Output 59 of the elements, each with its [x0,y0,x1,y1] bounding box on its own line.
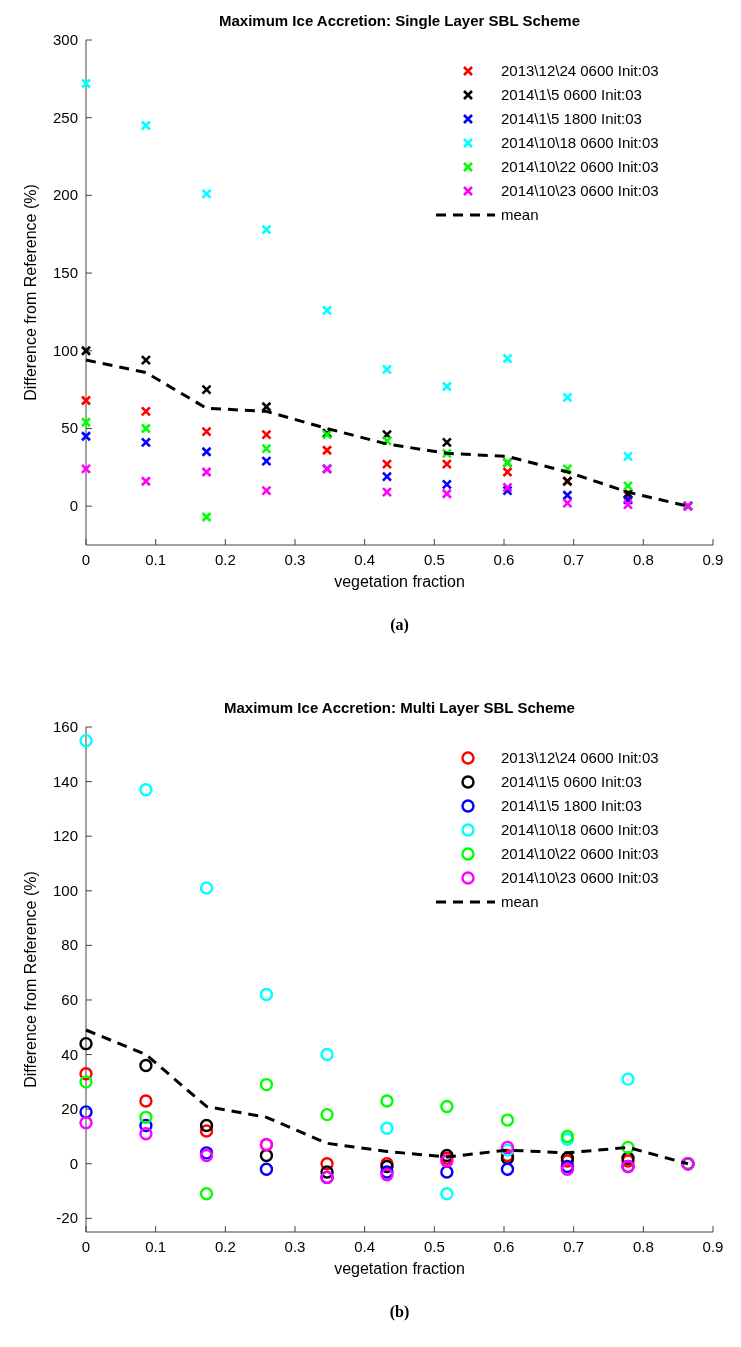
y-tick-label: 160 [52,718,78,735]
y-tick-label: 150 [52,264,78,282]
text: (a) [390,616,409,634]
x-tick-label: 0.3 [284,551,306,568]
x-tick-label: 0.5 [423,551,445,568]
x-tick-label: 0.8 [632,1238,654,1255]
x-axis-title: vegetation fraction [334,1260,465,1277]
y-tick-label: 300 [52,31,78,48]
y-tick-label: -20 [56,1209,78,1227]
legend-label: 2013\12\24 0600 Init:03 [501,62,659,79]
y-tick-label: 120 [52,827,78,845]
x-tick-label: 0.1 [145,1238,167,1255]
x-tick-label: 0.9 [702,1238,724,1255]
legend-label: 2014\1\5 1800 Init:03 [501,797,642,814]
x-tick-label: 0.7 [563,1238,585,1255]
x-tick-label: 0.6 [493,551,515,568]
y-tick-label: 0 [69,497,78,515]
y-tick-label: 200 [52,186,78,204]
y-tick-label: 60 [61,990,78,1008]
y-tick-label: 40 [61,1045,78,1063]
x-axis-title: vegetation fraction [334,573,465,590]
legend-label: 2014\1\5 0600 Init:03 [501,773,642,790]
x-tick-label: 0.4 [354,1238,376,1255]
text: (b) [389,1303,410,1321]
legend-label: 2014\1\5 1800 Init:03 [501,110,642,127]
x-tick-label: 0.3 [284,1238,306,1255]
y-tick-label: 0 [69,1154,78,1172]
x-tick-label: 0 [81,551,91,568]
x-tick-label: 0.2 [214,551,236,568]
legend-label: 2014\10\22 0600 Init:03 [501,845,659,862]
x-tick-label: 0.1 [145,551,167,568]
legend-label: 2013\12\24 0600 Init:03 [501,749,659,766]
y-tick-label: 20 [61,1100,78,1118]
legend-label: 2014\10\18 0600 Init:03 [501,821,659,838]
x-tick-label: 0.5 [423,1238,445,1255]
legend-label: 2014\10\18 0600 Init:03 [501,134,659,151]
y-axis-title: Difference from Reference (%) [22,871,39,1088]
x-tick-label: 0.7 [563,551,585,568]
x-tick-label: 0.4 [354,551,376,568]
chart-title: Maximum Ice Accretion: Multi Layer SBL Scheme [224,699,575,716]
y-tick-label: 100 [52,341,78,359]
legend-label: 2014\10\22 0600 Init:03 [501,158,659,175]
y-tick-label: 80 [61,936,78,954]
y-axis-title: Difference from Reference (%) [22,184,39,401]
legend-label: 2014\1\5 0600 Init:03 [501,86,642,103]
x-tick-label: 0.6 [493,1238,515,1255]
legend-label: mean [501,893,539,910]
y-tick-label: 50 [61,419,78,437]
x-tick-label: 0.2 [214,1238,236,1255]
y-tick-label: 250 [52,108,78,126]
x-tick-label: 0 [81,1238,91,1255]
legend-label: 2014\10\23 0600 Init:03 [501,869,659,886]
x-tick-label: 0.8 [632,551,654,568]
legend-label: mean [501,206,539,223]
y-tick-label: 140 [52,772,78,790]
y-tick-label: 100 [52,881,78,899]
legend-label: 2014\10\23 0600 Init:03 [501,182,659,199]
x-tick-label: 0.9 [702,551,724,568]
chart-title: Maximum Ice Accretion: Single Layer SBL Scheme [219,12,580,29]
